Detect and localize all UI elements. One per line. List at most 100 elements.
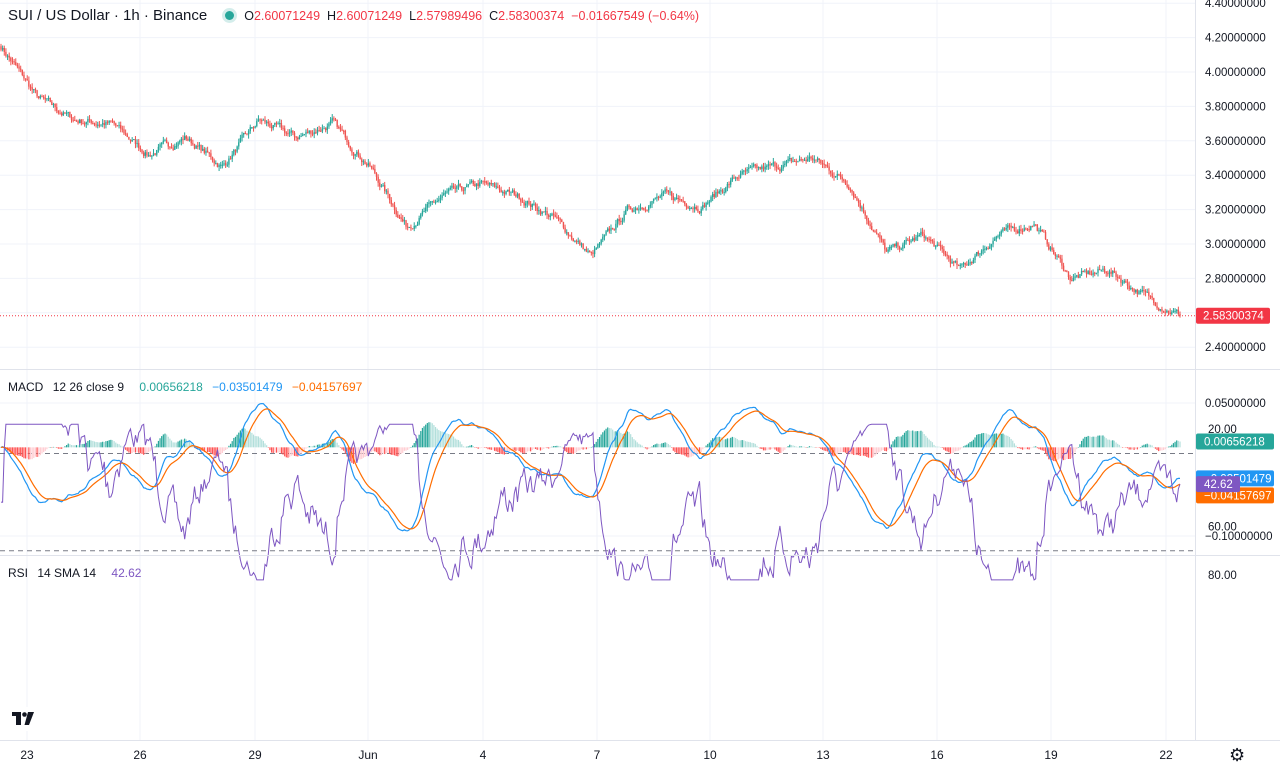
macd-histogram-bar: [797, 446, 799, 448]
macd-histogram-bar: [764, 447, 766, 451]
candle-body: [10, 57, 12, 62]
candle-body: [1097, 269, 1099, 273]
macd-legend-name: MACD: [8, 380, 44, 394]
candle-body: [1125, 280, 1127, 283]
macd-histogram-bar: [164, 433, 166, 448]
macd-histogram-bar: [803, 446, 806, 448]
macd-histogram-bar: [1135, 447, 1137, 450]
macd-histogram-bar: [125, 447, 127, 450]
candle-body: [190, 138, 192, 144]
macd-histogram-bar: [808, 446, 811, 448]
candle-body: [662, 191, 665, 193]
macd-histogram-bar: [1146, 443, 1148, 448]
macd-histogram-bar: [82, 443, 84, 448]
candle-body: [1126, 282, 1129, 286]
candle-body: [921, 231, 924, 234]
macd-histogram-bar: [62, 447, 64, 448]
candle-body: [626, 205, 629, 210]
candle-body: [283, 128, 286, 133]
candle-body: [823, 163, 825, 165]
macd-histogram-bar: [141, 447, 143, 454]
macd-histogram-bar: [423, 426, 425, 448]
candle-body: [1102, 268, 1104, 270]
macd-histogram-bar: [867, 447, 870, 458]
candle-body: [416, 224, 419, 226]
macd-histogram-bar: [234, 436, 237, 448]
macd-histogram-bar: [359, 447, 361, 460]
candle-body: [651, 201, 653, 205]
macd-histogram-bar: [292, 447, 294, 456]
candle-body: [247, 131, 250, 135]
candle-body: [866, 215, 868, 221]
symbol-title[interactable]: SUI / US Dollar · 1h · Binance: [8, 7, 208, 24]
candle-body: [641, 207, 643, 209]
candle-body: [151, 155, 153, 157]
candle-body: [915, 237, 917, 241]
macd-histogram-bar: [415, 440, 417, 448]
macd-histogram-bar: [97, 442, 99, 448]
candle-body: [572, 238, 574, 242]
rsi-legend[interactable]: RSI 14 SMA 14 42.62: [8, 566, 147, 580]
macd-histogram-bar: [182, 439, 184, 448]
macd-histogram-bar: [980, 433, 983, 448]
candle-body: [856, 197, 858, 201]
macd-histogram-bar: [726, 438, 729, 448]
macd-histogram-bar: [880, 447, 883, 451]
macd-histogram-bar: [1031, 447, 1034, 448]
candle-body: [1108, 271, 1111, 275]
candle-body: [818, 158, 820, 160]
macd-histogram-bar: [259, 437, 261, 448]
candle-body: [274, 122, 276, 125]
macd-histogram-bar: [266, 445, 268, 448]
ohlc-open: O2.60071249: [244, 8, 321, 23]
macd-histogram-bar: [193, 447, 196, 449]
candle-body: [323, 128, 325, 130]
macd-histogram-bar: [331, 438, 333, 448]
macd-histogram-bar: [256, 436, 258, 448]
candle-body: [628, 205, 630, 208]
candle-body: [269, 123, 271, 127]
macd-legend[interactable]: MACD 12 26 close 9 0.00656218 −0.0350147…: [8, 380, 368, 394]
macd-histogram-bar: [1112, 440, 1114, 448]
candle-body: [1151, 296, 1153, 299]
candle-body: [554, 215, 556, 217]
candle-body: [764, 166, 766, 170]
settings-gear-icon[interactable]: ⚙: [1229, 745, 1246, 765]
candle-body: [441, 195, 443, 198]
candle-body: [87, 119, 89, 123]
macd-histogram-bar: [402, 447, 404, 453]
candle-body: [1107, 273, 1109, 275]
macd-histogram-bar: [287, 447, 289, 458]
candle-body: [313, 132, 315, 134]
candle-body: [362, 161, 365, 163]
candle-body: [126, 134, 128, 138]
macd-histogram-bar: [61, 447, 63, 449]
macd-histogram-bar: [762, 447, 765, 451]
candle-body: [170, 147, 173, 149]
macd-histogram-bar: [393, 447, 396, 456]
candle-body: [385, 190, 388, 192]
candle-body: [367, 163, 370, 166]
macd-histogram-bar: [862, 447, 865, 456]
candle-body: [295, 136, 297, 138]
candle-body: [526, 200, 529, 204]
candle-body: [810, 156, 812, 159]
macd-histogram-bar: [812, 446, 814, 448]
candle-body: [298, 136, 301, 140]
candle-body: [98, 124, 101, 126]
candle-body: [351, 149, 353, 153]
macd-histogram-bar: [74, 445, 76, 448]
macd-histogram-bar: [713, 438, 715, 448]
macd-histogram-bar: [323, 443, 325, 448]
candle-body: [941, 246, 943, 250]
macd-histogram-bar: [16, 447, 18, 456]
macd-histogram-bar: [203, 447, 205, 453]
candle-body: [898, 246, 901, 249]
macd-histogram-bar: [207, 447, 209, 453]
macd-histogram-bar: [38, 447, 40, 457]
candle-body: [631, 209, 634, 212]
tradingview-logo[interactable]: [8, 707, 40, 731]
macd-histogram-bar: [971, 441, 973, 448]
candle-body: [259, 119, 261, 121]
